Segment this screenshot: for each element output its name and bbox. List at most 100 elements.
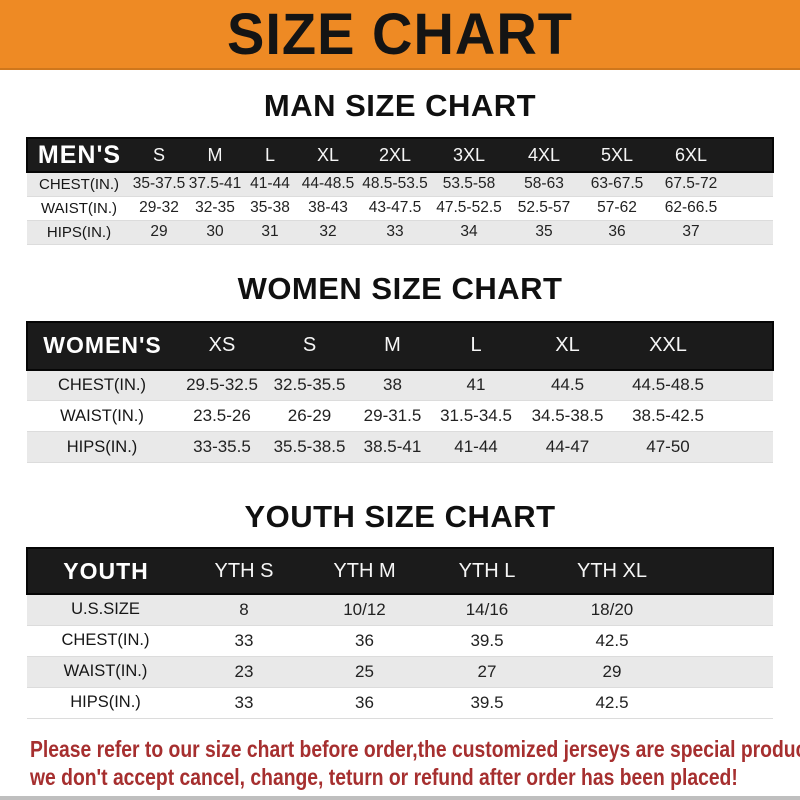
youth-corner-label: YOUTH — [63, 557, 149, 584]
size-cell: 35-37.5 — [132, 175, 186, 193]
size-cell: 25 — [355, 661, 374, 681]
size-cell: 8 — [239, 599, 249, 619]
size-cell: 31 — [261, 223, 279, 240]
size-cell: 52.5-57 — [517, 199, 571, 216]
size-cell: 42.5 — [595, 692, 629, 712]
table-row: WAIST(IN.) 23.5-26 26-29 29-31.5 31.5-34… — [27, 400, 773, 432]
col-header: 6XL — [674, 144, 708, 165]
size-cell: 35-38 — [250, 199, 290, 216]
size-cell: 44.5-48.5 — [632, 375, 704, 395]
size-cell: 67.5-72 — [664, 175, 718, 193]
filler-cell — [729, 196, 773, 220]
col-header: YTH M — [333, 559, 396, 582]
disclaimer-line-1: Please refer to our size chart before or… — [30, 735, 800, 762]
table-row: HIPS(IN.) 29 30 31 32 33 34 35 36 37 — [27, 220, 773, 244]
men-header-row: MEN'S S M L XL 2XL 3XL 4XL 5XL 6XL — [27, 138, 773, 172]
size-cell: 44.5 — [550, 375, 585, 395]
filler-cell — [720, 370, 773, 401]
size-cell: 33 — [234, 692, 254, 712]
women-size-table: WOMEN'S XS S M L XL XXL CHEST(IN.) 29.5-… — [26, 321, 774, 464]
men-size-table: MEN'S S M L XL 2XL 3XL 4XL 5XL 6XL CHEST… — [26, 137, 774, 245]
row-label: CHEST(IN.) — [61, 631, 150, 649]
size-cell: 14/16 — [465, 599, 509, 619]
col-header: 3XL — [452, 144, 486, 165]
size-cell: 34 — [460, 223, 478, 240]
col-header: XXL — [649, 334, 687, 356]
table-row: U.S.SIZE 8 10/12 14/16 18/20 — [27, 594, 773, 625]
filler-cell — [720, 322, 773, 370]
size-cell: 63-67.5 — [590, 175, 644, 193]
size-cell: 27 — [477, 661, 497, 681]
col-header: S — [302, 334, 317, 356]
size-cell: 39.5 — [470, 692, 504, 712]
col-header: S — [152, 144, 165, 165]
filler-cell — [729, 138, 773, 172]
table-row: HIPS(IN.) 33-35.5 35.5-38.5 38.5-41 41-4… — [27, 431, 773, 463]
size-cell: 38-43 — [308, 199, 348, 216]
size-cell: 29.5-32.5 — [186, 375, 258, 395]
size-cell: 39.5 — [470, 630, 504, 650]
size-cell: 26-29 — [287, 406, 332, 425]
size-cell: 53.5-58 — [442, 175, 496, 193]
row-label: WAIST(IN.) — [63, 662, 148, 680]
col-header: M — [384, 334, 401, 356]
size-cell: 34.5-38.5 — [531, 406, 604, 425]
size-chart-banner: SIZE CHART — [0, 0, 800, 70]
size-cell: 47-50 — [646, 437, 690, 456]
filler-cell — [675, 594, 773, 625]
row-label: HIPS(IN.) — [46, 223, 112, 241]
filler-cell — [729, 220, 773, 244]
size-cell: 48.5-53.5 — [362, 175, 428, 193]
size-cell: 57-62 — [597, 199, 637, 216]
size-cell: 42.5 — [595, 630, 629, 650]
row-label: HIPS(IN.) — [70, 693, 141, 711]
size-cell: 33 — [234, 630, 254, 650]
size-cell: 38.5-41 — [363, 437, 422, 456]
col-header: L — [264, 144, 275, 165]
youth-header-row: YOUTH YTH S YTH M YTH L YTH XL — [27, 548, 773, 594]
size-cell: 36 — [355, 630, 374, 650]
size-cell: 41-44 — [250, 175, 290, 193]
size-cell: 43-47.5 — [368, 199, 422, 216]
men-section-heading: MAN SIZE CHART — [263, 88, 537, 123]
col-header: YTH L — [458, 559, 516, 582]
youth-size-table: YOUTH YTH S YTH M YTH L YTH XL U.S.SIZE … — [26, 547, 774, 719]
filler-cell — [720, 401, 773, 432]
youth-section-heading: YOUTH SIZE CHART — [244, 499, 556, 534]
size-cell: 36 — [355, 692, 374, 712]
col-header: L — [470, 334, 482, 356]
size-cell: 29 — [602, 661, 622, 681]
size-cell: 62-66.5 — [664, 199, 718, 216]
size-cell: 44-48.5 — [301, 175, 355, 193]
filler-cell — [675, 687, 773, 718]
table-row: CHEST(IN.) 35-37.5 37.5-41 41-44 44-48.5… — [27, 172, 773, 196]
col-header: 5XL — [600, 144, 634, 165]
filler-cell — [720, 432, 773, 463]
filler-cell — [675, 625, 773, 656]
col-header: 2XL — [378, 144, 412, 165]
col-header: XL — [555, 334, 580, 356]
men-corner-label: MEN'S — [37, 140, 122, 169]
table-row: WAIST(IN.) 23 25 27 29 — [27, 656, 773, 687]
col-header: XL — [316, 144, 340, 165]
filler-cell — [675, 656, 773, 687]
size-cell: 32-35 — [195, 199, 235, 216]
size-cell: 37 — [682, 223, 700, 240]
row-label: U.S.SIZE — [71, 600, 140, 619]
size-cell: 29 — [150, 223, 168, 240]
women-header-row: WOMEN'S XS S M L XL XXL — [27, 321, 773, 370]
size-cell: 10/12 — [343, 599, 386, 619]
filler-cell — [729, 172, 773, 196]
table-row: CHEST(IN.) 29.5-32.5 32.5-35.5 38 41 44.… — [27, 369, 773, 401]
size-cell: 23.5-26 — [193, 406, 251, 425]
col-header: XS — [208, 334, 236, 356]
table-row: CHEST(IN.) 33 36 39.5 42.5 — [27, 625, 773, 656]
col-header: YTH XL — [576, 559, 648, 582]
size-cell: 29-32 — [139, 199, 179, 216]
size-cell: 23 — [234, 661, 254, 681]
size-cell: 35.5-38.5 — [273, 437, 346, 456]
row-label: WAIST(IN.) — [40, 199, 118, 217]
size-cell: 30 — [206, 223, 224, 240]
women-corner-label: WOMEN'S — [43, 332, 162, 358]
order-disclaimer: Please refer to our size chart before or… — [30, 735, 800, 791]
